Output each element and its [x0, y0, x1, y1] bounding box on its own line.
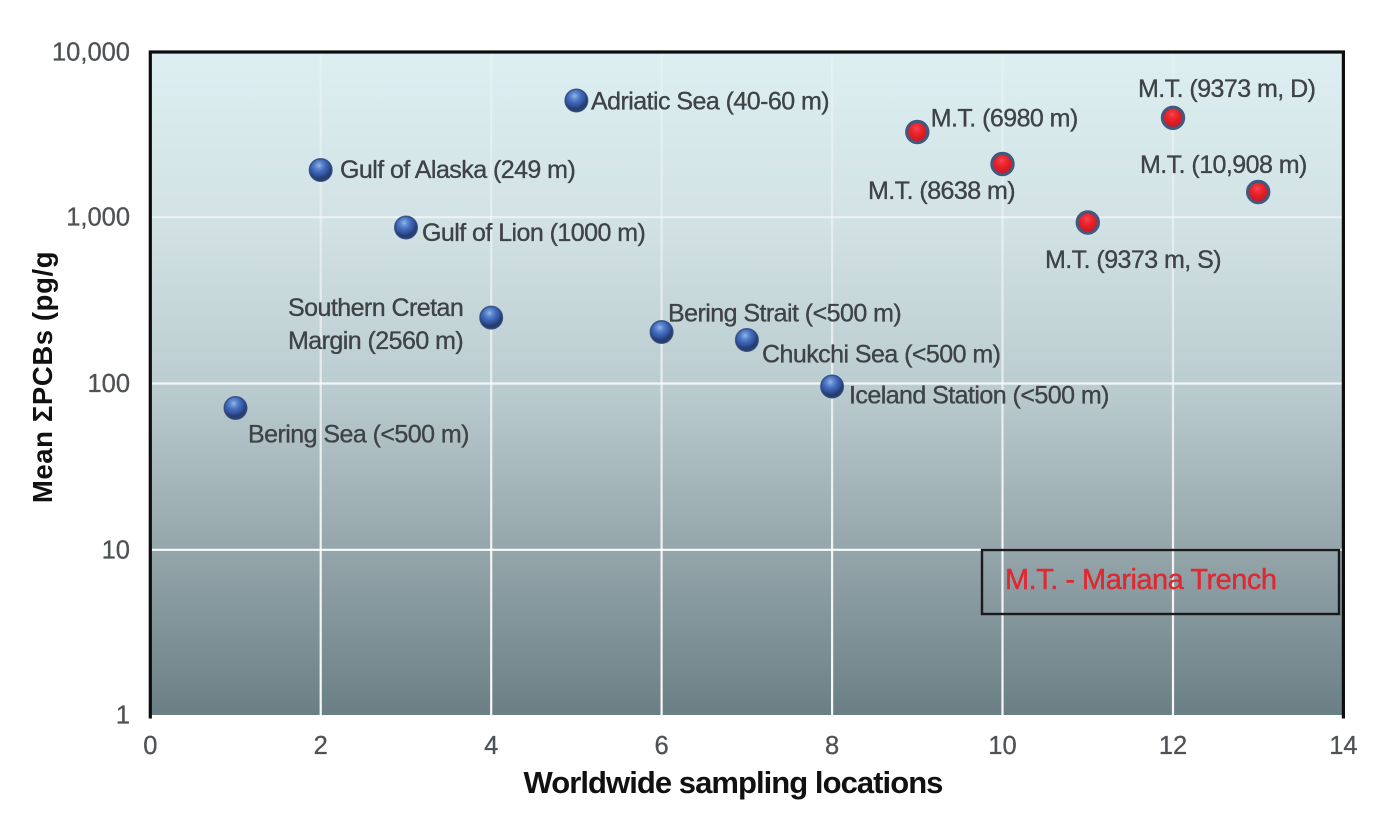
svg-text:M.T. (9373 m, S): M.T. (9373 m, S): [1045, 246, 1221, 274]
svg-text:14: 14: [1329, 732, 1357, 760]
svg-text:1,000: 1,000: [66, 204, 130, 232]
svg-text:Mean ΣPCBs (pg/g: Mean ΣPCBs (pg/g: [27, 251, 58, 503]
svg-text:Adriatic Sea (40-60 m): Adriatic Sea (40-60 m): [591, 88, 829, 116]
svg-text:M.T. (6980 m): M.T. (6980 m): [931, 105, 1078, 133]
svg-text:Margin (2560 m): Margin (2560 m): [288, 327, 463, 355]
svg-text:Bering Sea (<500 m): Bering Sea (<500 m): [248, 421, 469, 449]
svg-text:2: 2: [314, 732, 328, 760]
svg-text:M.T. - Mariana Trench: M.T. - Mariana Trench: [1005, 564, 1277, 596]
svg-text:Chukchi Sea (<500 m): Chukchi Sea (<500 m): [762, 341, 1000, 369]
svg-text:10: 10: [102, 536, 130, 564]
svg-text:100: 100: [87, 370, 130, 398]
svg-text:Worldwide sampling locations: Worldwide sampling locations: [524, 765, 943, 800]
svg-text:Bering Strait (<500 m): Bering Strait (<500 m): [668, 300, 901, 328]
svg-text:4: 4: [484, 732, 498, 760]
svg-text:1: 1: [116, 702, 130, 730]
svg-text:Iceland Station (<500 m): Iceland Station (<500 m): [849, 382, 1109, 410]
svg-text:M.T. (9373 m, D): M.T. (9373 m, D): [1138, 75, 1315, 103]
svg-text:Gulf of Lion (1000 m): Gulf of Lion (1000 m): [422, 219, 645, 247]
svg-text:10,000: 10,000: [52, 39, 130, 67]
svg-text:8: 8: [825, 732, 839, 760]
svg-text:Southern Cretan: Southern Cretan: [288, 294, 463, 322]
svg-text:M.T. (8638 m): M.T. (8638 m): [868, 177, 1015, 205]
svg-text:12: 12: [1159, 732, 1187, 760]
svg-text:Gulf of Alaska (249 m): Gulf of Alaska (249 m): [340, 156, 575, 184]
svg-text:0: 0: [143, 732, 157, 760]
svg-text:6: 6: [655, 732, 669, 760]
svg-text:10: 10: [988, 732, 1016, 760]
svg-text:M.T. (10,908 m): M.T. (10,908 m): [1140, 151, 1307, 179]
